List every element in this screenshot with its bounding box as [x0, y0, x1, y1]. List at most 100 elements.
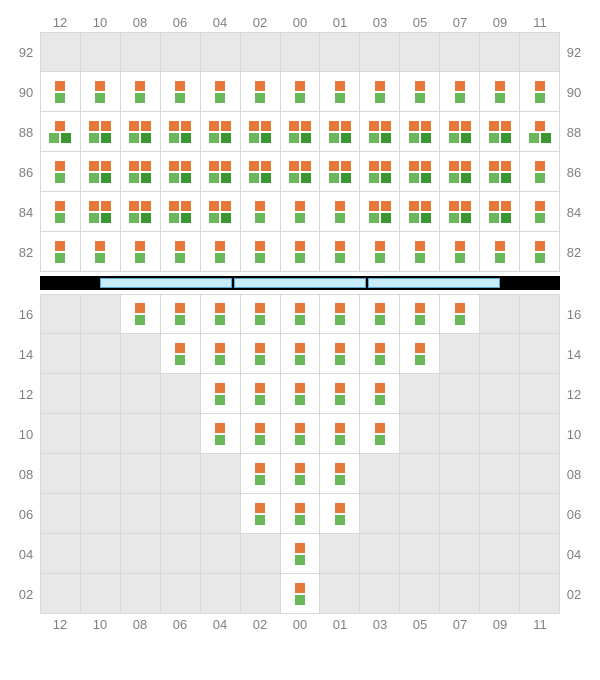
marker	[495, 241, 505, 251]
marker	[295, 503, 305, 513]
marker	[249, 173, 259, 183]
cell-filled	[80, 112, 120, 152]
marker	[529, 133, 539, 143]
cell-empty	[120, 414, 160, 454]
cell-filled	[160, 295, 200, 334]
cell-filled	[280, 534, 320, 574]
marker	[255, 315, 265, 325]
marker	[421, 173, 431, 183]
cell-empty	[439, 414, 479, 454]
marker	[255, 241, 265, 251]
marker	[295, 463, 305, 473]
marker	[129, 121, 139, 131]
marker	[289, 173, 299, 183]
cell-filled	[479, 232, 519, 272]
cell-filled	[280, 232, 320, 272]
cell-filled	[40, 72, 80, 112]
x-axis-label: 05	[400, 15, 440, 30]
cell-filled	[120, 112, 160, 152]
marker	[335, 503, 345, 513]
marker	[255, 343, 265, 353]
cell-empty	[40, 454, 80, 494]
cell-filled	[80, 72, 120, 112]
cell-empty	[439, 334, 479, 374]
cell-filled	[399, 192, 439, 232]
marker	[535, 201, 545, 211]
marker	[295, 543, 305, 553]
y-axis-label: 02	[12, 574, 40, 614]
marker	[289, 133, 299, 143]
marker	[221, 133, 231, 143]
cell-empty	[80, 414, 120, 454]
marker	[175, 303, 185, 313]
cell-empty	[160, 454, 200, 494]
x-axis-label: 08	[120, 617, 160, 632]
cell-filled	[439, 72, 479, 112]
bottom-panel: 16161414121210100808060604040202	[12, 294, 588, 614]
marker	[415, 253, 425, 263]
cell-empty	[240, 534, 280, 574]
marker	[295, 395, 305, 405]
marker	[381, 213, 391, 223]
marker	[215, 241, 225, 251]
y-axis-label: 92	[12, 32, 40, 72]
marker	[255, 93, 265, 103]
marker	[495, 253, 505, 263]
marker	[489, 121, 499, 131]
x-axis-label: 08	[120, 15, 160, 30]
marker	[415, 355, 425, 365]
marker	[89, 121, 99, 131]
marker	[501, 133, 511, 143]
cell-empty	[519, 494, 559, 534]
marker	[409, 161, 419, 171]
marker	[501, 121, 511, 131]
cell-filled	[280, 414, 320, 454]
marker	[255, 395, 265, 405]
marker	[329, 161, 339, 171]
cell-filled	[319, 295, 359, 334]
cell-empty	[399, 414, 439, 454]
marker	[421, 201, 431, 211]
marker	[129, 161, 139, 171]
marker	[215, 435, 225, 445]
cell-empty	[399, 454, 439, 494]
marker	[95, 81, 105, 91]
marker	[89, 173, 99, 183]
marker	[461, 213, 471, 223]
marker	[295, 583, 305, 593]
marker	[169, 133, 179, 143]
marker	[381, 173, 391, 183]
cell-filled	[319, 152, 359, 192]
marker	[415, 241, 425, 251]
cell-empty	[120, 334, 160, 374]
cell-filled	[439, 232, 479, 272]
marker	[541, 133, 551, 143]
marker	[181, 173, 191, 183]
cell-filled	[80, 152, 120, 192]
cell-filled	[359, 72, 399, 112]
cell-empty	[80, 574, 120, 614]
cell-filled	[240, 72, 280, 112]
marker	[489, 201, 499, 211]
cell-empty	[120, 454, 160, 494]
marker	[335, 423, 345, 433]
marker	[255, 435, 265, 445]
cell-empty	[160, 374, 200, 414]
marker	[295, 81, 305, 91]
cell-empty	[359, 534, 399, 574]
cell-empty	[479, 534, 519, 574]
marker	[289, 161, 299, 171]
marker	[55, 241, 65, 251]
y-axis-label: 14	[560, 334, 588, 374]
marker	[455, 93, 465, 103]
cell-filled	[280, 72, 320, 112]
cell-filled	[280, 574, 320, 614]
marker	[129, 201, 139, 211]
cell-filled	[479, 192, 519, 232]
marker	[101, 133, 111, 143]
cell-empty	[479, 574, 519, 614]
marker	[335, 395, 345, 405]
y-axis-label: 06	[12, 494, 40, 534]
marker	[455, 253, 465, 263]
marker	[255, 503, 265, 513]
